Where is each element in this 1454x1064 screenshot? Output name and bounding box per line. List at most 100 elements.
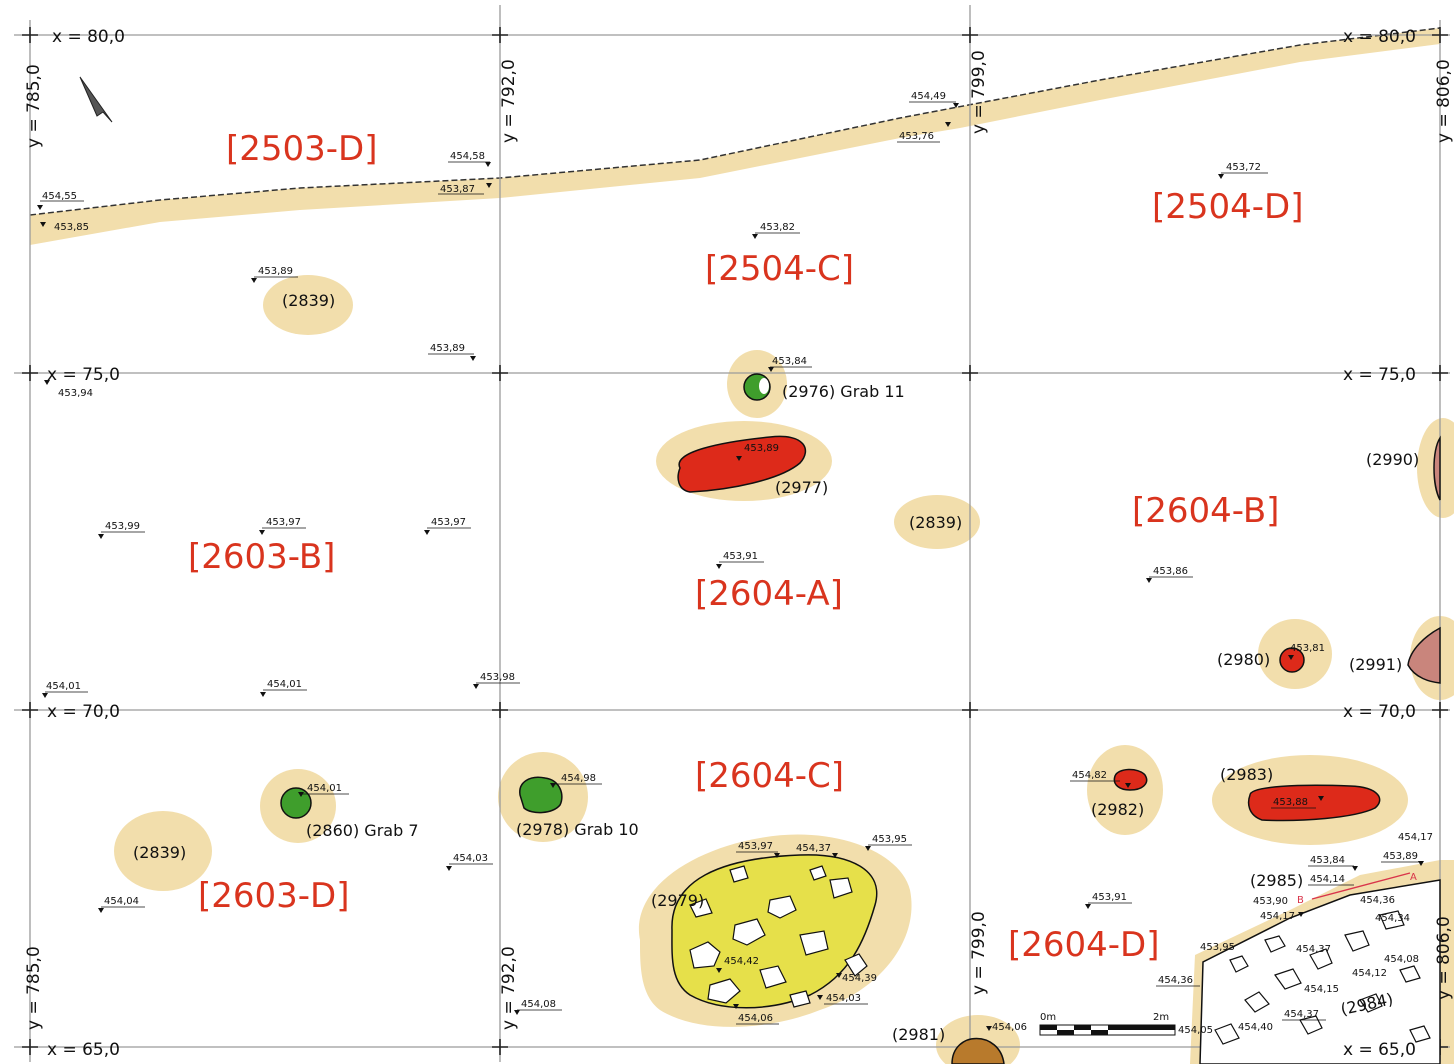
elevation-marker: 454,01	[42, 681, 88, 698]
pit-2977-fill	[677, 435, 807, 493]
elevation-value: 454,36	[1360, 895, 1395, 906]
elevation-marker: 453,90	[1253, 896, 1288, 907]
elevation-marker: 453,89	[1381, 851, 1424, 866]
elevation-value: 454,58	[450, 151, 485, 162]
feature-label: (2979)	[651, 891, 704, 910]
feature-label: (2978) Grab 10	[516, 820, 639, 839]
elevation-value: 453,89	[1383, 851, 1418, 862]
elevation-marker: 453,89	[251, 266, 298, 283]
elevation-marker: 454,58	[448, 151, 491, 167]
pit-2979-fill	[671, 854, 878, 1009]
area-label: [2504-D]	[1152, 187, 1304, 227]
feature-label: (2982)	[1091, 800, 1144, 819]
elevation-value: 453,97	[431, 517, 466, 528]
elevation-marker: 454,17	[1398, 832, 1433, 843]
elevation-marker: 454,82	[1070, 770, 1131, 788]
pit-2981-fill	[951, 1037, 1005, 1064]
elevation-marker: 453,87	[438, 183, 492, 195]
area-label: [2604-D]	[1008, 925, 1160, 965]
elevation-value: 454,01	[267, 679, 302, 690]
elevation-value: 454,08	[1384, 954, 1419, 965]
grid-label-x: x = 75,0	[1343, 365, 1416, 385]
grid-label-y: y = 806,0	[1434, 59, 1454, 143]
elevation-marker: 454,34	[1375, 913, 1410, 924]
boundary-band	[30, 28, 1440, 245]
elevation-value: 453,90	[1253, 896, 1288, 907]
elevation-value: 454,17	[1398, 832, 1433, 843]
elevation-marker: 454,01	[298, 783, 349, 797]
elevation-marker: 453,95	[1200, 942, 1235, 953]
elevation-marker: 453,91	[716, 551, 764, 569]
scale-end: 2m	[1153, 1012, 1169, 1023]
elevation-marker: 454,40	[1238, 1022, 1273, 1033]
elevation-marker: 454,01	[260, 679, 307, 697]
elevation-value: 453,89	[258, 266, 293, 277]
feature-label: (2839)	[909, 513, 962, 532]
feature-label: (2839)	[133, 843, 186, 862]
elevation-marker: 453,97	[259, 517, 306, 535]
pit-2839-c-halo	[114, 811, 212, 891]
elevation-marker: 453,97	[736, 841, 780, 858]
elevation-marker: 454,03	[817, 993, 868, 1005]
scale-start: 0m	[1040, 1012, 1056, 1023]
elevation-marker: 454,55	[37, 191, 84, 210]
elevation-value: 453,85	[54, 222, 89, 233]
grid-label-x: x = 80,0	[1343, 27, 1416, 47]
area-label: [2604-A]	[695, 574, 843, 614]
elevation-value: 453,82	[760, 222, 795, 233]
elevation-value: 454,08	[521, 999, 556, 1010]
elevation-value: 454,15	[1304, 984, 1339, 995]
feature-label: (2839)	[282, 291, 335, 310]
elevation-value: 454,06	[738, 1013, 773, 1024]
pit-2839-a-halo	[263, 275, 353, 335]
elevation-marker: 453,82	[752, 222, 800, 239]
feature-label: (2991)	[1349, 655, 1402, 674]
elevation-value: 454,98	[561, 773, 596, 784]
elevation-markers: 454,55 453,85 454,58 453,87 454,49 453,7…	[37, 91, 1433, 1036]
grid-labels: x = 80,0 x = 80,0 x = 75,0 x = 75,0 x = …	[24, 27, 1454, 1060]
grid-lines	[14, 5, 1450, 1062]
wall-2984-fill	[1199, 879, 1441, 1064]
pit-2990-fill	[1433, 435, 1441, 501]
elevation-value: 454,34	[1375, 913, 1410, 924]
grid-label-y: y = 799,0	[969, 911, 989, 995]
elevation-value: 454,37	[796, 843, 831, 854]
features	[280, 373, 1441, 1064]
feature-label: (2977)	[775, 478, 828, 497]
area-label: [2504-C]	[705, 249, 854, 289]
elevation-value: 454,37	[1284, 1009, 1319, 1020]
pit-2980-fill	[1279, 647, 1305, 673]
pit-2983-fill	[1247, 784, 1381, 822]
elevation-marker: 453,76	[897, 122, 951, 143]
grid-label-y: y = 799,0	[969, 50, 989, 134]
feature-label: (2990)	[1366, 450, 1419, 469]
profile-label-a: A	[1410, 872, 1417, 883]
elevation-marker: 453,88	[1271, 796, 1324, 809]
elevation-marker: 454,08	[514, 999, 562, 1015]
elevation-value: 454,14	[1310, 874, 1345, 885]
feature-labels: (2839) (2976) Grab 11 (2977) (2839) (299…	[133, 291, 1419, 1044]
elevation-value: 453,97	[738, 841, 773, 852]
elevation-marker: 454,42	[716, 956, 759, 973]
scale-bar: 0m 2m	[1039, 1012, 1176, 1036]
elevation-value: 454,39	[842, 973, 877, 984]
grid-label-y: y = 792,0	[499, 59, 519, 143]
elevation-value: 453,86	[1153, 566, 1188, 577]
grid-label-y: y = 785,0	[24, 946, 44, 1030]
elevation-value: 453,72	[1226, 162, 1261, 173]
elevation-marker: 453,97	[424, 517, 471, 535]
grid-label-y: y = 792,0	[499, 946, 519, 1030]
elevation-marker: 453,98	[473, 672, 520, 689]
elevation-value: 454,04	[104, 896, 139, 907]
area-label: [2503-D]	[226, 129, 378, 169]
elevation-value: 453,81	[1290, 643, 1325, 654]
area-labels: [2503-D] [2504-C] [2504-D] [2603-B] [260…	[188, 129, 1304, 965]
elevation-marker: 454,39	[836, 973, 877, 984]
elevation-value: 454,12	[1352, 968, 1387, 979]
elevation-marker: 453,81	[1288, 643, 1325, 660]
north-arrow-icon	[79, 76, 113, 123]
area-label: [2604-B]	[1132, 491, 1279, 531]
elevation-marker: 453,89	[428, 343, 476, 361]
elevation-marker: 454,14	[1308, 874, 1354, 886]
grid-label-x: x = 80,0	[52, 27, 125, 47]
